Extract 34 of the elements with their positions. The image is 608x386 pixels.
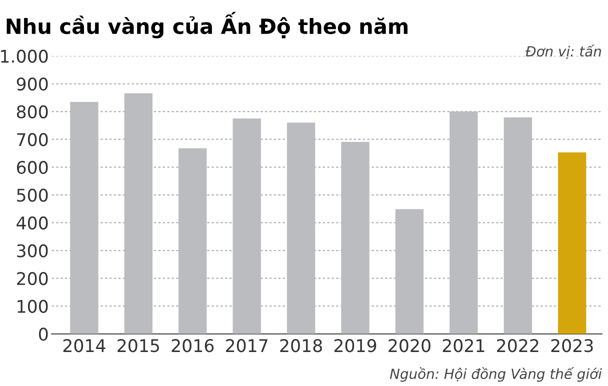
y-tick-label: 0 xyxy=(39,328,48,341)
bar xyxy=(341,142,370,334)
y-tick-label: 900 xyxy=(16,77,48,91)
y-tick-label: 1.000 xyxy=(1,50,48,63)
y-tick-label: 500 xyxy=(17,188,48,202)
x-tick-label: 2020 xyxy=(388,339,430,352)
bar xyxy=(504,117,532,334)
x-tick-label: 2016 xyxy=(172,339,214,352)
y-tick-label: 400 xyxy=(16,216,48,230)
x-tick-label: 2023 xyxy=(551,339,593,352)
bar xyxy=(232,118,261,334)
bar xyxy=(124,93,153,334)
y-tick-label: 300 xyxy=(17,244,48,258)
bar xyxy=(558,152,586,334)
x-tick-label: 2018 xyxy=(280,339,322,352)
bar xyxy=(70,102,98,334)
bar xyxy=(450,112,478,334)
x-tick-label: 2014 xyxy=(63,339,106,352)
x-tick-label: 2017 xyxy=(226,339,268,352)
y-tick-label: 200 xyxy=(17,272,48,286)
x-tick-label: 2019 xyxy=(334,339,376,352)
bar xyxy=(286,122,316,334)
y-tick-label: 100 xyxy=(18,300,48,313)
chart-subtitle: Đơn vị: tấn xyxy=(526,44,601,59)
text: Nguồn: Hội đồng Vàng thế giới xyxy=(390,367,602,382)
y-tick-label: 800 xyxy=(16,105,48,118)
bar xyxy=(395,209,424,334)
bar xyxy=(178,148,207,334)
x-tick-label: 2015 xyxy=(118,339,159,352)
x-tick-label: 2022 xyxy=(497,339,538,352)
chart-title: Nhu cầu vàng của Ấn Độ theo năm xyxy=(6,12,408,38)
y-tick-label: 600 xyxy=(16,160,48,174)
x-tick-label: 2021 xyxy=(442,339,484,352)
y-tick-label: 700 xyxy=(17,133,48,146)
